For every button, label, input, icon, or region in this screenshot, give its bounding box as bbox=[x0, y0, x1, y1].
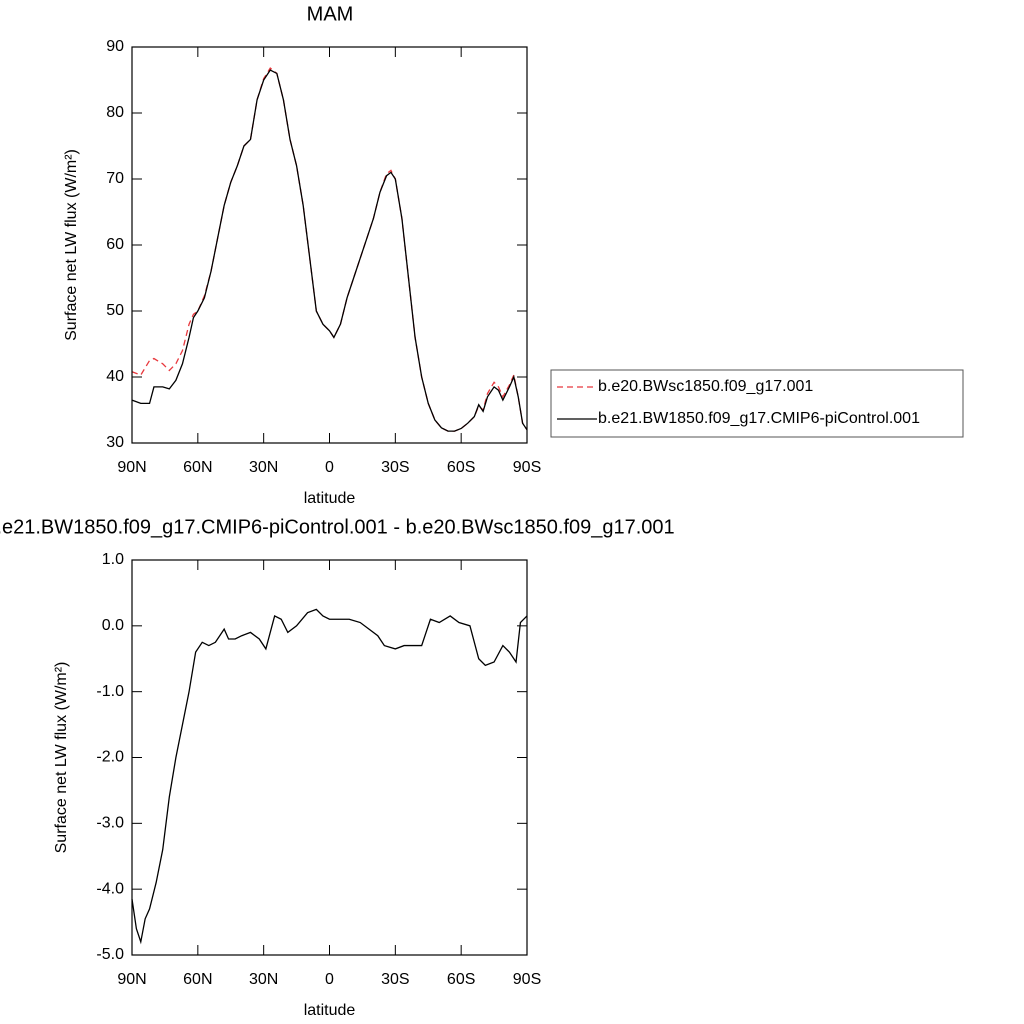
y-tick-label: -3.0 bbox=[96, 815, 124, 832]
legend-label: b.e20.BWsc1850.f09_g17.001 bbox=[598, 378, 813, 395]
plot-frame bbox=[131, 46, 528, 444]
y-tick-label: 0.0 bbox=[102, 617, 124, 634]
y-axis-label: Surface net LW flux (W/m²) bbox=[53, 662, 70, 854]
x-tick-label: 0 bbox=[325, 459, 334, 476]
x-tick-label: 60N bbox=[183, 459, 212, 476]
x-tick-label: 90S bbox=[513, 459, 541, 476]
y-tick-label: 80 bbox=[106, 104, 124, 121]
legend-label: b.e21.BW1850.f09_g17.CMIP6-piControl.001 bbox=[598, 410, 920, 427]
x-axis-label: latitude bbox=[304, 490, 356, 507]
series-line bbox=[131, 608, 528, 945]
y-tick-label: 60 bbox=[106, 236, 124, 253]
x-tick-label: 90N bbox=[117, 971, 146, 988]
x-tick-label: 0 bbox=[325, 971, 334, 988]
series-line bbox=[131, 69, 528, 432]
y-tick-label: 70 bbox=[106, 170, 124, 187]
chart-title: MAM bbox=[307, 3, 354, 25]
y-tick-label: -5.0 bbox=[96, 946, 124, 963]
y-tick-label: 90 bbox=[106, 38, 124, 55]
y-axis-label: Surface net LW flux (W/m²) bbox=[63, 149, 80, 341]
y-tick-label: -2.0 bbox=[96, 749, 124, 766]
y-tick-label: 30 bbox=[106, 434, 124, 451]
chart-title: b.e21.BW1850.f09_g17.CMIP6-piControl.001… bbox=[0, 516, 675, 538]
x-tick-label: 60S bbox=[447, 971, 475, 988]
x-tick-label: 30N bbox=[249, 971, 278, 988]
y-tick-label: 40 bbox=[106, 368, 124, 385]
x-axis-label: latitude bbox=[304, 1002, 356, 1019]
x-tick-label: 30N bbox=[249, 459, 278, 476]
legend-box bbox=[550, 369, 964, 438]
x-tick-label: 90S bbox=[513, 971, 541, 988]
y-tick-label: -1.0 bbox=[96, 683, 124, 700]
x-tick-label: 60S bbox=[447, 459, 475, 476]
x-tick-label: 30S bbox=[381, 971, 409, 988]
series-line bbox=[131, 67, 528, 432]
y-tick-label: 1.0 bbox=[102, 551, 124, 568]
x-tick-label: 90N bbox=[117, 459, 146, 476]
x-tick-label: 30S bbox=[381, 459, 409, 476]
x-tick-label: 60N bbox=[183, 971, 212, 988]
y-tick-label: -4.0 bbox=[96, 880, 124, 897]
y-tick-label: 50 bbox=[106, 302, 124, 319]
